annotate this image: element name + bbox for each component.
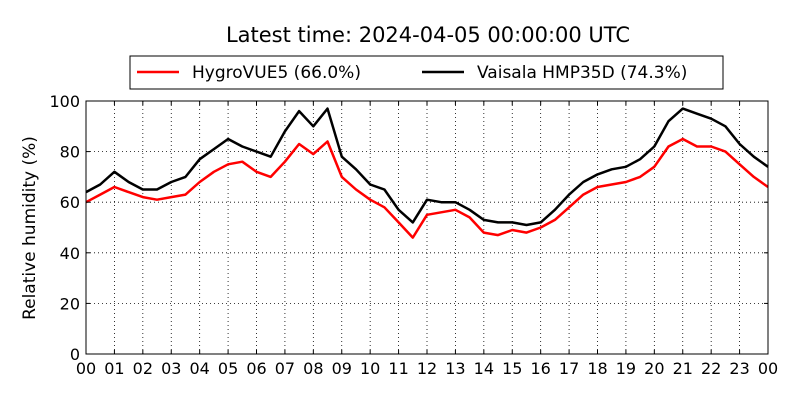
x-tick-label: 17 — [559, 359, 579, 378]
x-tick-label: 06 — [246, 359, 266, 378]
x-tick-label: 08 — [303, 359, 323, 378]
y-tick-label: 80 — [60, 143, 80, 162]
x-tick-label: 04 — [189, 359, 209, 378]
x-tick-label: 18 — [587, 359, 607, 378]
x-tick-label: 21 — [673, 359, 693, 378]
x-axis: 00 01 02 03 04 05 06 07 08 09 10 11 12 13 14 15 16 17 18 19… — [76, 101, 778, 378]
x-tick-label: 03 — [161, 359, 181, 378]
x-tick-label: 00 — [758, 359, 778, 378]
chart-title: Latest time: 2024-04-05 00:00:00 UTC — [226, 23, 630, 47]
y-axis: 0 20 40 60 80 100 — [49, 92, 768, 364]
y-tick-label: 60 — [60, 193, 80, 212]
y-tick-label: 0 — [70, 345, 80, 364]
x-tick-label: 22 — [701, 359, 721, 378]
y-tick-label: 20 — [60, 294, 80, 313]
y-tick-label: 100 — [49, 92, 80, 111]
x-tick-label: 14 — [474, 359, 494, 378]
x-tick-label: 23 — [729, 359, 749, 378]
x-tick-label: 19 — [616, 359, 636, 378]
x-tick-label: 09 — [332, 359, 352, 378]
series-lines — [85, 107, 769, 239]
series-line-0 — [85, 137, 769, 239]
x-tick-label: 20 — [644, 359, 664, 378]
x-tick-label: 07 — [275, 359, 295, 378]
y-tick-label: 40 — [60, 244, 80, 263]
x-tick-label: 02 — [133, 359, 153, 378]
y-axis-label: Relative humidity (%) — [20, 136, 40, 320]
x-tick-label: 10 — [360, 359, 380, 378]
x-tick-label: 13 — [445, 359, 465, 378]
legend: HygroVUE5 (66.0%) Vaisala HMP35D (74.3%) — [129, 55, 724, 90]
legend-label-1: Vaisala HMP35D (74.3%) — [477, 63, 687, 83]
plot-frame — [85, 100, 769, 355]
x-tick-label: 15 — [502, 359, 522, 378]
legend-label-0: HygroVUE5 (66.0%) — [192, 63, 361, 83]
x-tick-label: 00 — [76, 359, 96, 378]
gridlines — [86, 101, 768, 354]
x-tick-label: 01 — [104, 359, 124, 378]
x-tick-label: 05 — [218, 359, 238, 378]
x-tick-label: 12 — [417, 359, 437, 378]
x-tick-label: 16 — [530, 359, 550, 378]
series-line-1 — [85, 107, 769, 227]
x-tick-label: 11 — [388, 359, 408, 378]
